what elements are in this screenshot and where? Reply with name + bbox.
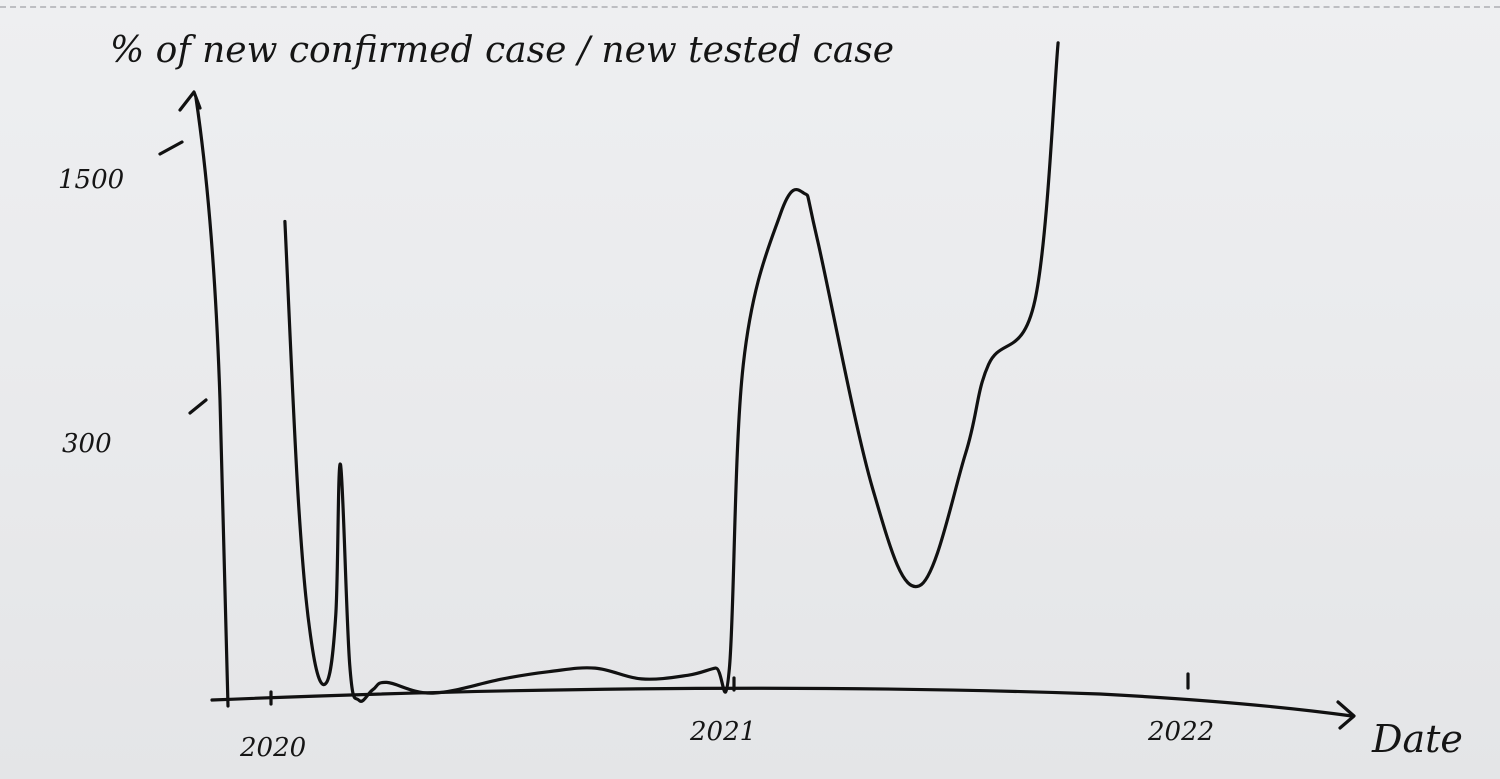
x-axis-label: Date [1371, 717, 1463, 761]
x-axis-arrow [1336, 700, 1356, 730]
x-tick-label-2022: 2022 [1147, 717, 1214, 747]
x-tick-label-2020: 2020 [239, 733, 306, 763]
chart-title: % of new confirmed case / new tested cas… [110, 30, 894, 71]
y-axis-arrow [178, 90, 202, 112]
y-tick-mark-300 [188, 398, 208, 415]
y-tick-label-300: 300 [62, 429, 112, 459]
paper-edge [0, 6, 1500, 8]
series-line-0 [283, 41, 1060, 703]
y-tick-label-1500: 1500 [58, 165, 124, 195]
y-tick-mark-1500 [158, 140, 184, 156]
y-axis [194, 96, 230, 708]
x-axis [210, 686, 1354, 718]
series-layer [283, 41, 1060, 703]
x-tick-label-2021: 2021 [689, 717, 756, 747]
